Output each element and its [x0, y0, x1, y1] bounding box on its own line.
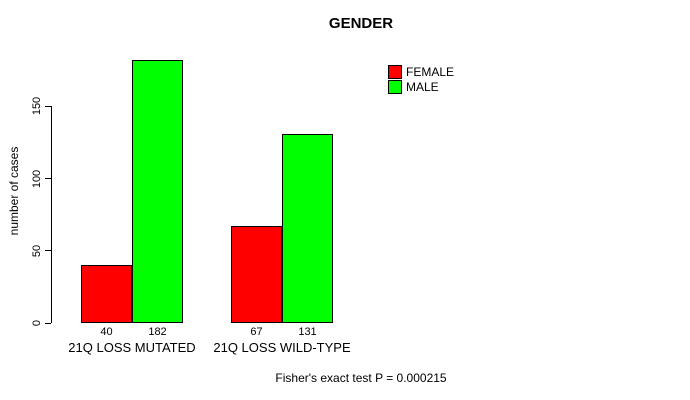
bar-value-label: 67 [250, 326, 263, 338]
y-tick-label: 0 [31, 319, 43, 327]
category-label: 21Q LOSS MUTATED [68, 340, 196, 355]
legend-label: FEMALE [406, 64, 455, 79]
bar-male-group1 [132, 60, 183, 323]
y-tick-mark [45, 178, 51, 179]
bar-female-group2 [231, 226, 282, 323]
y-tick-mark [45, 105, 51, 107]
y-tick-label: 150 [31, 97, 43, 116]
chart-title: GENDER [328, 15, 394, 32]
bar-male-group2 [282, 134, 333, 323]
bar-value-label: 131 [298, 326, 317, 338]
legend-swatch-male [388, 79, 402, 94]
y-axis-label: number of cases [7, 146, 21, 236]
y-tick-mark [45, 322, 51, 324]
legend: FEMALE MALE [388, 64, 454, 94]
bar-value-label: 182 [148, 326, 167, 338]
bar-value-label: 40 [100, 326, 113, 338]
category-label: 21Q LOSS WILD-TYPE [213, 340, 351, 355]
y-tick-mark [45, 250, 51, 252]
y-tick-label: 100 [31, 169, 43, 188]
legend-swatch-female [388, 64, 402, 79]
bar-female-group1 [81, 265, 132, 323]
legend-label: MALE [406, 79, 439, 94]
stat-annotation: Fisher's exact test P = 0.000215 [275, 371, 447, 385]
y-axis-line [51, 106, 52, 323]
y-tick-label: 50 [31, 244, 43, 257]
legend-item-male: MALE [388, 79, 454, 94]
legend-item-female: FEMALE [388, 64, 454, 79]
